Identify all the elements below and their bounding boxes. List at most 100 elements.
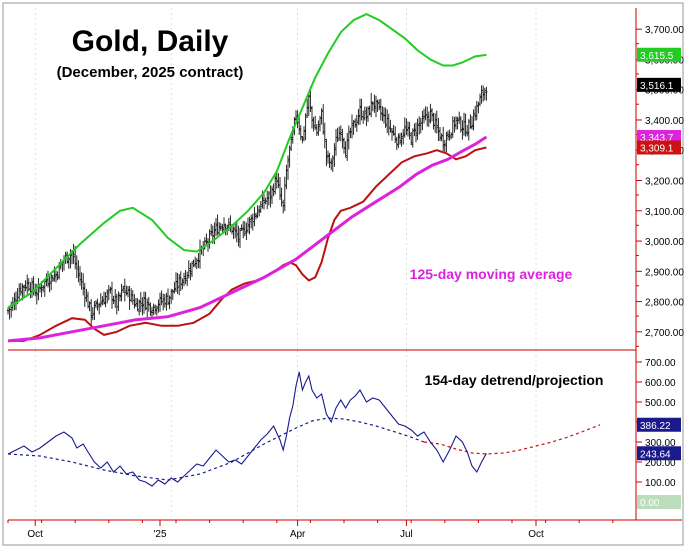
price-bar	[331, 155, 334, 172]
price-bar	[120, 283, 123, 302]
price-bar	[307, 94, 310, 117]
price-bar	[56, 271, 59, 281]
price-bar	[341, 128, 344, 149]
price-bar	[274, 173, 277, 195]
price-bar	[478, 93, 482, 107]
price-bar	[178, 273, 181, 296]
price-bar	[381, 106, 384, 122]
price-bar	[259, 201, 262, 213]
detrend-y-tick-label: 600.00	[645, 378, 676, 389]
price-bar	[461, 120, 464, 140]
price-bar	[173, 281, 176, 294]
price-bar	[248, 216, 251, 235]
price-bar	[475, 100, 478, 121]
detrend-y-tick-label: 500.00	[645, 398, 676, 409]
price-bar	[288, 145, 291, 168]
price-bar	[174, 272, 178, 292]
price-bar	[382, 107, 386, 124]
price-bar	[469, 114, 472, 129]
price-bar	[78, 266, 82, 286]
price-bar	[373, 94, 376, 113]
price-bar	[179, 271, 182, 292]
price-bar	[408, 122, 411, 140]
price-bar	[258, 205, 261, 217]
price-bar	[368, 105, 371, 116]
price-bar	[262, 194, 266, 210]
price-bar	[90, 299, 93, 325]
price-bar	[466, 125, 469, 137]
value-badge-zero: 0.00	[637, 495, 681, 509]
price-bar	[67, 256, 70, 269]
price-bar	[238, 227, 242, 249]
price-bar	[219, 223, 222, 232]
price-bar	[446, 130, 450, 141]
price-bar	[430, 108, 434, 122]
value-badge-bg	[637, 446, 681, 461]
price-bar	[243, 221, 246, 237]
price-bar	[157, 299, 160, 313]
price-bar	[376, 99, 379, 112]
chart-title: Gold, Daily	[72, 25, 229, 58]
price-bar	[19, 282, 22, 296]
price-bar	[270, 185, 274, 205]
price-bar	[141, 297, 144, 316]
price-bar	[266, 190, 269, 210]
price-bar	[363, 106, 366, 121]
price-bar	[445, 131, 448, 152]
price-bar	[403, 117, 406, 138]
price-bar	[410, 132, 413, 145]
price-bar	[218, 222, 221, 236]
price-bar	[370, 92, 373, 118]
value-badge-text: 386.22	[640, 421, 671, 432]
price-bar	[384, 107, 387, 128]
price-bar	[342, 137, 346, 154]
price-bar	[269, 185, 272, 208]
price-bar	[22, 284, 26, 297]
price-y-tick-label: 2,800.00	[645, 298, 684, 309]
price-bar	[144, 291, 147, 311]
price-bar	[432, 112, 435, 130]
price-bar	[474, 105, 477, 121]
price-bar	[413, 123, 416, 137]
price-bar	[310, 105, 314, 129]
price-bar	[168, 295, 171, 310]
price-bar	[352, 120, 355, 135]
value-badge-price: 3,516.1	[637, 77, 681, 92]
price-bar	[435, 110, 438, 134]
price-y-tick-label: 3,200.00	[645, 177, 684, 188]
price-bar	[83, 282, 86, 307]
price-bar	[317, 120, 320, 136]
price-bar	[275, 172, 278, 189]
price-bar	[344, 141, 347, 158]
x-axis-tick-label: Oct	[528, 529, 544, 540]
price-y-tick-label: 3,700.00	[645, 25, 684, 36]
price-bar	[102, 291, 106, 305]
price-bar	[253, 206, 256, 227]
price-bar	[480, 85, 483, 104]
price-bar	[301, 135, 304, 144]
price-bar	[336, 127, 339, 143]
price-bar	[290, 134, 293, 152]
price-bar	[197, 253, 200, 268]
price-bar	[106, 289, 109, 304]
upper-band-line	[7, 12, 487, 309]
value-badge-text: 243.64	[640, 449, 671, 460]
price-bar	[379, 98, 382, 121]
price-bar	[315, 123, 318, 136]
value-badge-bg	[637, 417, 681, 432]
price-bar	[442, 126, 445, 152]
price-bar	[390, 127, 394, 141]
price-bar	[126, 286, 130, 298]
price-bar	[267, 191, 270, 206]
price-panel	[6, 12, 488, 343]
price-bar	[237, 225, 240, 247]
price-bar	[205, 233, 208, 247]
price-bar	[454, 116, 458, 130]
price-bar	[458, 111, 461, 124]
price-bar	[354, 118, 357, 128]
price-bar	[50, 271, 53, 291]
price-bar	[395, 136, 398, 151]
price-bar	[456, 116, 459, 130]
